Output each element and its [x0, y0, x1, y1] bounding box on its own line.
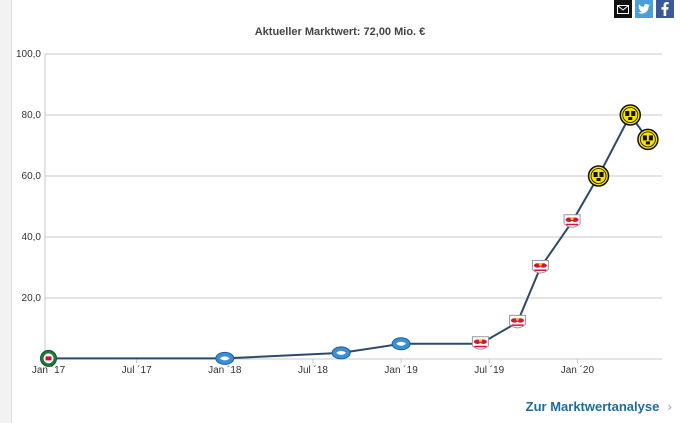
data-point-molde[interactable]: [215, 351, 235, 365]
share-bar: [614, 0, 674, 18]
y-tick-label: 20,0: [22, 293, 42, 304]
x-tick-label: Jul ´19: [474, 364, 504, 376]
chevron-right-icon: ›: [667, 398, 672, 414]
market-value-chart: 100,0 80,0 60,0 40,0 20,0 Jan ´17 Jul ´17 Jan ´…: [16, 49, 662, 376]
data-point-bvb[interactable]: [619, 104, 642, 126]
x-tick-label: Jan ´19: [384, 364, 418, 376]
left-panel-edge: [0, 0, 12, 423]
market-value-analysis-link[interactable]: Zur Marktwertanalyse ›: [526, 398, 672, 414]
data-point-salzburg[interactable]: [531, 260, 549, 274]
x-tick-label: Jul ´18: [298, 364, 328, 376]
market-value-analysis-label: Zur Marktwertanalyse: [525, 398, 660, 414]
facebook-icon: [661, 2, 669, 16]
y-tick-label: 40,0: [22, 232, 42, 243]
twitter-share-button[interactable]: [635, 0, 653, 18]
email-icon: [617, 4, 629, 14]
twitter-icon: [638, 4, 650, 14]
data-point-molde[interactable]: [391, 337, 411, 351]
x-tick-label: Jul ´17: [122, 364, 152, 376]
data-point-salzburg[interactable]: [471, 336, 489, 350]
email-share-button[interactable]: [614, 0, 632, 18]
y-tick-label: 80,0: [22, 110, 42, 121]
data-point-lyn[interactable]: [40, 349, 58, 367]
data-point-salzburg[interactable]: [508, 314, 526, 329]
chart-title: Aktueller Marktwert: 72,00 Mio. €: [254, 26, 426, 38]
x-tick-label: Jan ´17: [32, 364, 66, 376]
y-tick-label: 100,0: [16, 49, 41, 60]
data-point-salzburg[interactable]: [563, 214, 581, 228]
x-tick-label: Jan ´18: [208, 364, 242, 376]
data-point-bvb[interactable]: [587, 165, 610, 187]
facebook-share-button[interactable]: [656, 0, 674, 18]
data-point-bvb[interactable]: [637, 128, 659, 151]
x-tick-label: Jan ´20: [561, 364, 595, 376]
y-tick-label: 60,0: [22, 171, 42, 182]
data-point-molde[interactable]: [331, 346, 351, 360]
